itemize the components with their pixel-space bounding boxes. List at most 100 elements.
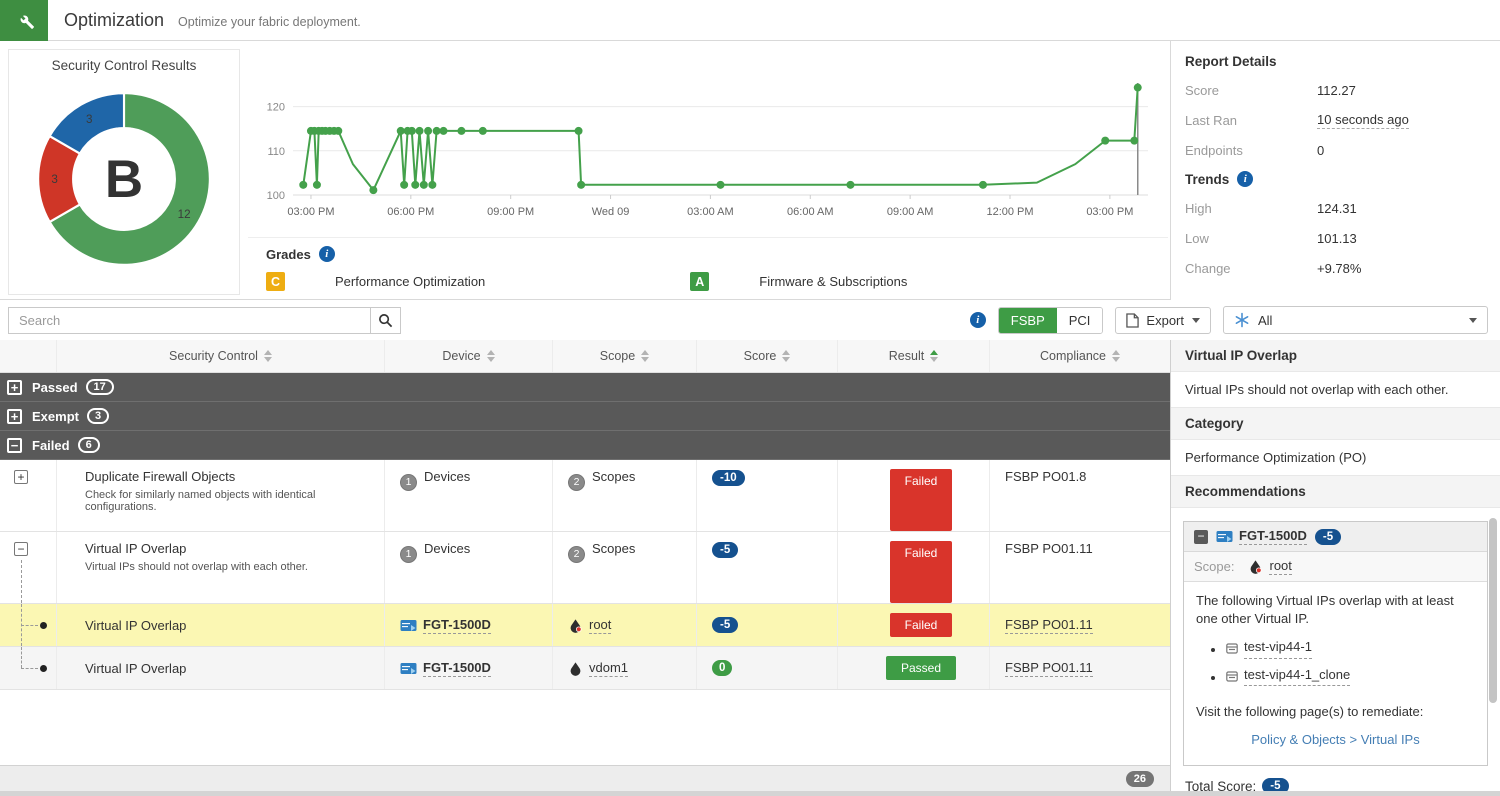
toggle-fsbp[interactable]: FSBP <box>998 307 1057 333</box>
scrollbar-thumb[interactable] <box>1489 518 1497 703</box>
table-row-virtual-ip-overlap-vdom1[interactable]: Virtual IP Overlap FGT-1500D vdom1 0 Pas… <box>0 647 1170 690</box>
compliance-link[interactable]: FSBP PO01.11 <box>1005 616 1093 634</box>
score-pill: 0 <box>712 660 733 676</box>
result-badge: Failed <box>889 469 953 531</box>
vip-link[interactable]: test-vip44-1_clone <box>1244 666 1351 686</box>
security-control-results-card: Security Control Results 12 3 3 B <box>8 49 240 295</box>
scope-link[interactable]: vdom1 <box>589 659 629 677</box>
column-header-compliance[interactable]: Compliance <box>990 340 1170 372</box>
tree-connector <box>21 647 22 668</box>
group-row-failed[interactable]: − Failed 6 <box>0 431 1170 460</box>
total-score-label: Total Score: <box>1185 778 1257 791</box>
security-controls-table: Security Control Device Scope Score Resu… <box>0 340 1170 796</box>
high-label: High <box>1185 200 1212 216</box>
search-input[interactable] <box>8 306 370 334</box>
score-trend-chart-card: 100 110 120 03:00 PM 06:00 PM 09:00 PM Wed 09 0… <box>248 45 1168 295</box>
last-ran-value[interactable]: 10 seconds ago <box>1317 111 1409 129</box>
device-link[interactable]: FGT-1500D <box>423 616 491 634</box>
fabric-icon <box>1235 312 1249 328</box>
compliance-link[interactable]: FSBP PO01.11 <box>1005 659 1093 677</box>
list-item: test-vip44-1 <box>1226 638 1475 659</box>
tree-node-dot <box>40 621 47 629</box>
donut-title: Security Control Results <box>51 58 197 73</box>
recommendation-scope-row: Scope: root <box>1184 552 1487 582</box>
compliance-ref: FSBP PO01.11 <box>1005 541 1093 556</box>
svg-text:Wed 09: Wed 09 <box>592 206 630 218</box>
grades-block: Grades i C Performance Optimization A Fi… <box>248 237 1168 295</box>
scope-label: Scope: <box>1194 559 1235 574</box>
column-header-device[interactable]: Device <box>385 340 553 372</box>
trends-title: Trends <box>1185 171 1230 187</box>
toggle-pci[interactable]: PCI <box>1056 307 1103 333</box>
row-expand-icon[interactable]: + <box>14 470 28 484</box>
expand-icon[interactable]: + <box>7 408 22 424</box>
wrench-icon <box>0 0 48 41</box>
export-button[interactable]: Export <box>1115 306 1211 334</box>
change-label: Change <box>1185 260 1231 276</box>
result-badge: Failed <box>889 613 953 637</box>
grade-label: Firmware & Subscriptions <box>759 274 908 289</box>
vip-link[interactable]: test-vip44-1 <box>1244 638 1312 659</box>
scope-link[interactable]: root <box>589 616 612 634</box>
group-label: Failed <box>32 437 70 453</box>
grade-firmware-subscriptions: A Firmware & Subscriptions <box>690 272 907 291</box>
report-details-title: Report Details <box>1185 54 1277 69</box>
svg-text:12:00 PM: 12:00 PM <box>986 206 1033 218</box>
expand-icon[interactable]: + <box>7 379 22 395</box>
score-label: Score <box>1185 82 1219 98</box>
row-collapse-icon[interactable]: − <box>14 542 28 556</box>
score-pill: -10 <box>712 470 745 486</box>
document-icon <box>1126 312 1140 328</box>
group-count-badge: 6 <box>77 437 100 453</box>
score-value: 112.27 <box>1317 82 1356 98</box>
search-button[interactable] <box>370 306 401 334</box>
device-link[interactable]: FGT-1500D <box>423 659 491 677</box>
high-value: 124.31 <box>1317 200 1357 216</box>
grade-performance-optimization: C Performance Optimization <box>266 272 485 291</box>
score-pill: -5 <box>712 617 739 633</box>
group-row-passed[interactable]: + Passed 17 <box>0 373 1170 402</box>
collapse-icon[interactable]: − <box>1194 529 1208 544</box>
svg-text:06:00 PM: 06:00 PM <box>387 206 434 218</box>
category-value: Performance Optimization (PO) <box>1185 450 1367 465</box>
column-header-score[interactable]: Score <box>697 340 838 372</box>
svg-text:3: 3 <box>86 113 92 126</box>
result-badge: Failed <box>889 541 953 603</box>
compliance-ref: FSBP PO01.8 <box>1005 469 1087 484</box>
remediate-link[interactable]: Policy & Objects > Virtual IPs <box>1251 732 1420 748</box>
page-bottom-strip <box>0 791 1500 796</box>
remediate-text: Visit the following page(s) to remediate… <box>1196 703 1424 719</box>
svg-text:110: 110 <box>267 146 285 158</box>
tree-node-dot <box>40 664 47 672</box>
grades-info-icon[interactable]: i <box>318 246 335 262</box>
svg-text:03:00 AM: 03:00 AM <box>687 206 733 218</box>
standards-info-icon[interactable]: i <box>969 312 986 328</box>
group-label: Exempt <box>32 408 79 424</box>
table-row-duplicate-firewall-objects[interactable]: + Duplicate Firewall Objects Check for s… <box>0 460 1170 532</box>
svg-text:09:00 PM: 09:00 PM <box>487 206 534 218</box>
recommendation-box: − FGT-1500D -5 Scope: root The following… <box>1183 521 1488 767</box>
table-row-virtual-ip-overlap-root[interactable]: Virtual IP Overlap FGT-1500D root -5 Fai… <box>0 604 1170 647</box>
scopes-label: Scopes <box>592 469 636 484</box>
grade-badge-c: C <box>266 272 285 291</box>
sort-icon <box>641 350 650 362</box>
device-filter-dropdown[interactable]: All <box>1223 306 1488 334</box>
recommendation-text: The following Virtual IPs overlap with a… <box>1196 593 1454 627</box>
collapse-icon[interactable]: − <box>7 437 22 453</box>
recommendation-device-header[interactable]: − FGT-1500D -5 <box>1184 522 1487 552</box>
group-row-exempt[interactable]: + Exempt 3 <box>0 402 1170 431</box>
page-title: Optimization <box>64 9 165 30</box>
column-header-scope[interactable]: Scope <box>553 340 697 372</box>
svg-text:03:00 PM: 03:00 PM <box>1086 206 1133 218</box>
tree-connector <box>21 560 22 603</box>
control-name: Virtual IP Overlap <box>85 660 187 676</box>
total-row-count-badge: 26 <box>1125 770 1154 787</box>
recommendations-header: Recommendations <box>1171 475 1500 508</box>
device-link[interactable]: FGT-1500D <box>1239 528 1307 545</box>
table-row-virtual-ip-overlap[interactable]: − Virtual IP Overlap Virtual IPs should … <box>0 532 1170 604</box>
grade-badge-a: A <box>690 272 710 291</box>
trends-info-icon[interactable]: i <box>1237 171 1254 187</box>
column-header-result[interactable]: Result <box>838 340 990 372</box>
column-header-security-control[interactable]: Security Control <box>57 340 385 372</box>
scope-link[interactable]: root <box>1269 558 1292 575</box>
